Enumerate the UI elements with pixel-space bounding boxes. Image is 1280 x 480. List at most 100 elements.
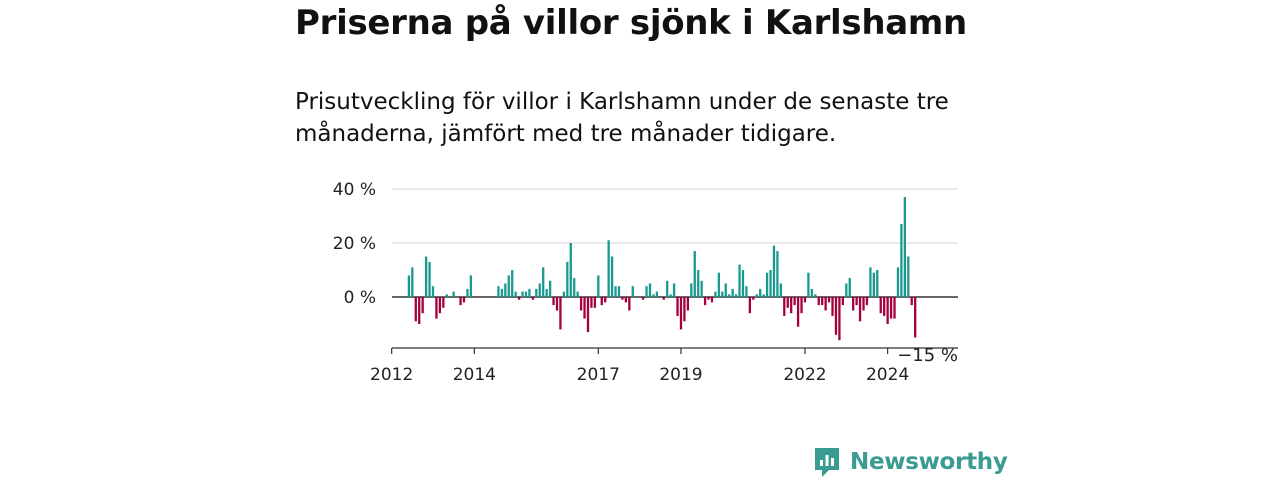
bar: [621, 297, 624, 300]
bar: [548, 280, 552, 297]
bar: [655, 291, 659, 297]
bar: [776, 251, 779, 297]
bar: [576, 291, 579, 297]
bar: [910, 297, 913, 306]
bar: [545, 288, 548, 297]
bar: [838, 297, 841, 341]
bar: [452, 291, 455, 297]
x-tick-label: 2012: [370, 365, 413, 385]
bar: [690, 283, 693, 297]
bar: [414, 297, 417, 322]
bar: [424, 256, 428, 297]
bar: [817, 297, 820, 306]
x-tick-label: 2014: [453, 365, 496, 385]
bar: [645, 286, 648, 297]
bar: [796, 297, 800, 327]
newsworthy-logo-icon: [815, 448, 839, 477]
bar: [697, 270, 700, 297]
bar: [528, 288, 531, 297]
bar: [731, 288, 734, 297]
bar: [652, 294, 655, 297]
bar: [786, 297, 789, 308]
bar: [862, 297, 865, 311]
bar: [679, 297, 683, 330]
bar: [573, 278, 576, 297]
bar: [462, 297, 466, 303]
bar: [683, 297, 686, 322]
bar: [597, 275, 600, 297]
bar: [810, 288, 814, 297]
bar: [745, 286, 748, 297]
x-tick-label: 2022: [783, 365, 826, 385]
bar: [604, 297, 607, 303]
bar: [542, 267, 545, 297]
bar: [824, 297, 827, 311]
bar: [593, 297, 597, 308]
bar: [855, 297, 858, 306]
bar: [793, 297, 796, 306]
last-value-label: −15 %: [897, 345, 958, 366]
bar: [755, 294, 758, 297]
bars: [407, 197, 917, 341]
bar: [586, 297, 590, 333]
bar: [879, 297, 882, 314]
bar: [669, 294, 672, 297]
bar: [569, 243, 572, 297]
bar: [442, 297, 445, 308]
bar: [624, 297, 628, 303]
bar: [831, 297, 834, 316]
bar: [759, 288, 762, 297]
bar: [552, 297, 555, 306]
bar: [607, 240, 610, 297]
bar: [703, 297, 707, 306]
bar: [469, 275, 473, 297]
bar: [514, 291, 517, 297]
bar: [517, 297, 521, 300]
bar: [617, 286, 621, 297]
bar: [903, 197, 906, 297]
bar: [738, 264, 741, 297]
bar: [700, 280, 703, 297]
bar: [614, 286, 617, 297]
bar: [466, 288, 469, 297]
bar: [707, 297, 710, 300]
bar: [438, 297, 442, 314]
bar: [876, 270, 879, 297]
bar: [790, 297, 793, 314]
bar: [511, 270, 514, 297]
bar: [628, 297, 631, 311]
x-tick-label: 2017: [577, 365, 620, 385]
bar: [714, 291, 717, 297]
bar: [728, 294, 731, 297]
bar: [914, 297, 917, 338]
x-tick-label: 2024: [866, 365, 909, 385]
bar: [779, 283, 783, 297]
y-tick-label: 0 %: [344, 288, 376, 308]
bar: [411, 267, 414, 297]
bar: [497, 286, 500, 297]
bar: [500, 288, 504, 297]
bar: [821, 297, 824, 306]
y-tick-label: 40 %: [333, 180, 376, 200]
bar: [858, 297, 862, 322]
bar: [845, 283, 848, 297]
annotations: −15 %: [897, 345, 958, 366]
bar: [869, 267, 872, 297]
bar: [834, 297, 838, 335]
bar: [459, 297, 462, 306]
bar: [783, 297, 786, 316]
bar: [883, 297, 886, 316]
bar: [600, 297, 603, 306]
bar: [524, 291, 528, 297]
bar: [717, 272, 721, 297]
bar: [827, 297, 831, 303]
bar: [566, 261, 569, 297]
bar: [418, 297, 421, 324]
bar: [721, 291, 724, 297]
bar: [590, 297, 593, 308]
x-tick-label: 2019: [659, 365, 702, 385]
bar: [431, 286, 435, 297]
bar: [800, 297, 803, 314]
bar: [555, 297, 559, 311]
